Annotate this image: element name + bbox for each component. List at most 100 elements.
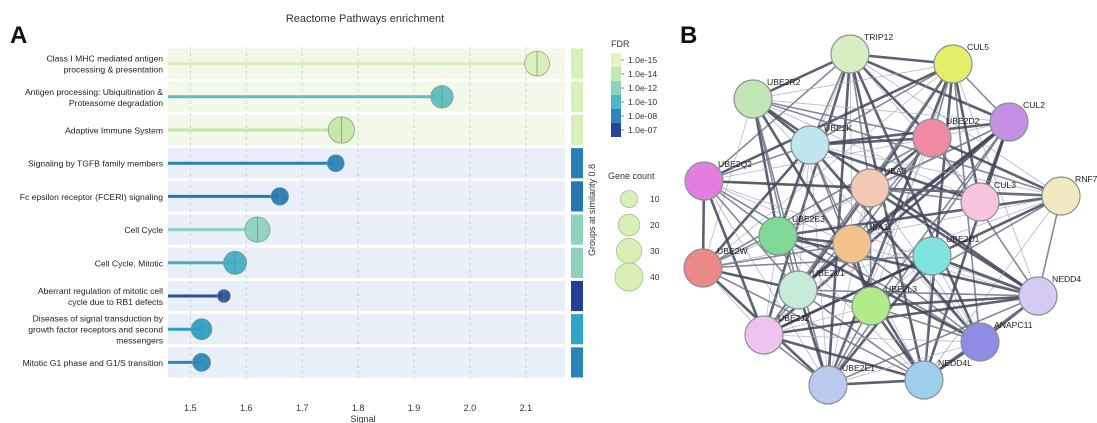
network-node-label: UBE2E3 <box>792 214 825 224</box>
network-edge <box>752 98 933 139</box>
group-bar-segment <box>571 214 583 245</box>
network-node <box>808 365 848 405</box>
gene-count-legend-title: Gene count <box>608 171 655 181</box>
panel-letter-a: A <box>10 22 28 49</box>
row-label: processing & presentation <box>64 65 164 75</box>
row-band <box>168 314 565 345</box>
fdr-legend-swatch <box>611 53 621 67</box>
network-edge <box>797 289 1039 297</box>
network-node <box>1041 176 1081 216</box>
row-band <box>168 280 565 312</box>
x-tick-label: 1.6 <box>240 403 253 413</box>
row-label: Adaptive Immune System <box>65 126 163 136</box>
network-node-label: ANAPC11 <box>994 320 1033 330</box>
fdr-legend-label: 1.0e-15 <box>628 55 657 65</box>
gene-count-legend-label: 30 <box>650 246 660 256</box>
network-node <box>778 270 818 310</box>
row-label: messengers <box>116 336 163 346</box>
network-node-label: UBE2V1 <box>812 268 845 278</box>
network-edge <box>702 98 754 269</box>
gene-count-legend-label: 20 <box>650 220 660 230</box>
network-node-label: UBE2J2 <box>778 313 810 323</box>
network-node <box>758 216 798 256</box>
network-node <box>790 125 830 165</box>
network-edge <box>702 243 853 269</box>
network-edge <box>923 255 933 381</box>
network-node <box>851 286 891 326</box>
network-edge <box>849 53 871 189</box>
network-edge <box>849 52 1010 124</box>
network-edge <box>751 98 780 237</box>
fdr-legend-title: FDR <box>611 39 630 49</box>
network-edge <box>763 254 933 337</box>
network-edge <box>702 267 925 381</box>
group-bar-segment <box>571 314 583 345</box>
network-node-label: NEDD4L <box>938 358 972 368</box>
gene-count-legend-label: 10 <box>650 194 660 204</box>
network-edge <box>809 120 1010 147</box>
row-label: cycle due to RB1 defects <box>68 297 163 307</box>
network-node-label: UBE2L3 <box>885 284 917 294</box>
row-label: Diseases of signal transduction by <box>33 314 164 324</box>
network-edge <box>931 136 1062 198</box>
network-edge <box>797 144 811 291</box>
row-label: Mitotic G1 phase and G1/S transition <box>23 358 164 368</box>
gene-count-legend-dot <box>614 262 644 292</box>
row-label: Signaling by TGFB family members <box>28 159 163 169</box>
group-bar-segment <box>571 81 583 112</box>
network-edge <box>702 180 766 336</box>
chart-title: Reactome Pathways enrichment <box>286 13 444 25</box>
network-edge <box>762 53 852 336</box>
network-edge <box>752 63 954 100</box>
gene-count-legend: Gene count 10 20 30 40 <box>608 171 660 292</box>
network-node-label: CUL5 <box>967 42 989 52</box>
network-node-label: UBE2D2 <box>946 116 980 126</box>
fdr-legend-swatch <box>611 109 621 123</box>
network-edge <box>763 334 981 343</box>
gene-count-legend-dot <box>620 190 638 208</box>
groups-label: Groups at similarity 0.8 <box>587 164 597 256</box>
network-edge <box>952 63 1039 297</box>
network-node <box>904 360 944 400</box>
network-node <box>912 118 952 158</box>
network-node <box>960 322 1000 362</box>
group-bar-segment <box>571 347 583 378</box>
gene-count-legend-label: 40 <box>650 272 660 282</box>
network-edge <box>702 144 811 269</box>
network-edge <box>777 235 925 381</box>
network-node <box>832 224 872 264</box>
x-tick-label: 2.0 <box>464 403 477 413</box>
network-edge <box>809 136 933 147</box>
row-band <box>168 347 565 378</box>
network-node-label: UBE2K <box>824 123 852 133</box>
row-label: Class I MHC mediated antigen <box>46 54 163 64</box>
network-edges <box>701 52 1062 387</box>
fdr-legend-swatch <box>611 81 621 95</box>
group-bar-segment <box>571 181 583 212</box>
row-label: Cell Cycle <box>124 225 163 235</box>
x-tick-label: 1.9 <box>408 403 421 413</box>
network-node <box>733 79 773 119</box>
network-node <box>912 236 952 276</box>
x-tick-label: 1.5 <box>184 403 197 413</box>
group-bar-segment <box>571 247 583 278</box>
row-label: Fc epsilon receptor (FCERI) signaling <box>20 192 164 202</box>
network-node-label: UBA1 <box>866 222 889 232</box>
network-edge <box>752 98 799 291</box>
network-node-label: UBE2E1 <box>842 363 875 373</box>
network-node <box>960 182 1000 222</box>
fdr-legend-swatch <box>611 67 621 81</box>
network-node <box>830 34 870 74</box>
network-node-label: UBE2W <box>717 246 748 256</box>
network-node <box>744 315 784 355</box>
fdr-legend-label: 1.0e-07 <box>628 125 657 135</box>
gene-count-legend-dot <box>617 213 641 237</box>
network-node-label: TRIP12 <box>864 32 893 42</box>
x-axis: 1.5 1.6 1.7 1.8 1.9 2.0 2.1 <box>184 403 532 413</box>
group-bar-segment <box>571 148 583 179</box>
fdr-legend-label: 1.0e-12 <box>628 83 657 93</box>
network-edge <box>752 98 1062 197</box>
network-edge <box>870 195 1062 307</box>
network-node <box>989 102 1029 142</box>
